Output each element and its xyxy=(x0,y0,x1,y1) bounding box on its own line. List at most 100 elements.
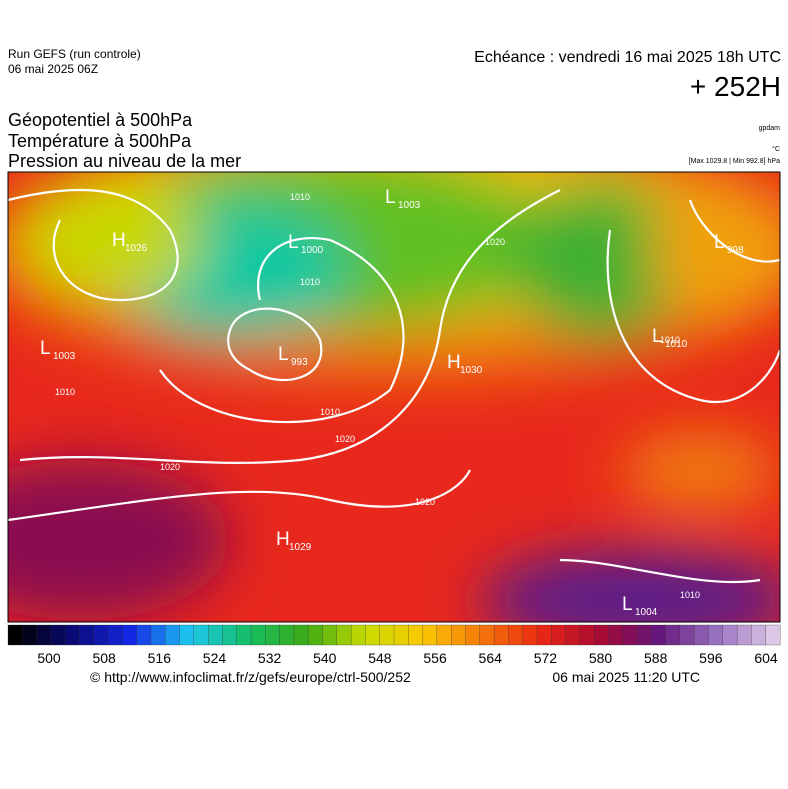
colorbar-tick-label: 604 xyxy=(754,650,778,666)
colorbar-swatch xyxy=(765,624,781,646)
colorbar-tick-label: 532 xyxy=(258,650,282,666)
colorbar-tick-label: 516 xyxy=(148,650,172,666)
isobar-labels: 1010 1020 1010 1010 1020 1010 1010 1020 … xyxy=(55,192,700,600)
isobar-label: 1020 xyxy=(415,497,435,507)
title: Géopotentiel à 500hPa xyxy=(8,110,193,130)
colorbar-swatch xyxy=(179,624,195,646)
center-kind: L xyxy=(288,232,299,253)
colorbar-swatch xyxy=(608,624,624,646)
colorbar-swatch xyxy=(165,624,181,646)
colorbar-swatch xyxy=(551,624,567,646)
isobar-label: 1010 xyxy=(660,335,680,345)
center-kind: L xyxy=(385,187,396,208)
unit: gpdam xyxy=(759,125,781,132)
colorbar-swatch xyxy=(22,624,38,646)
colorbar-tick-label: 588 xyxy=(644,650,668,666)
isobar-label: 1010 xyxy=(320,407,340,417)
colorbar-swatch xyxy=(65,624,80,646)
center-value: 1030 xyxy=(460,365,483,376)
colorbar-swatch xyxy=(665,624,681,646)
colorbar-swatch xyxy=(451,624,466,646)
colorbar-swatch xyxy=(36,624,52,646)
colorbar-swatch xyxy=(479,624,495,646)
colorbar-swatch xyxy=(579,624,595,646)
echeance: Echéance : vendredi 16 mai 2025 18h UTC xyxy=(474,49,781,66)
title: Température à 500hPa xyxy=(8,131,192,151)
colorbar: 500 508 516 524 532 540 548 556 564 572 580 588 596 6… xyxy=(7,624,781,666)
colorbar-swatch xyxy=(122,624,138,646)
colorbar-swatch xyxy=(279,624,295,646)
colorbar-swatch xyxy=(308,624,323,646)
colorbar-swatch xyxy=(393,624,409,646)
run: Run GEFS (run controle) xyxy=(8,47,141,61)
colorbar-swatch xyxy=(736,624,752,646)
colorbar-swatch xyxy=(93,624,109,646)
colorbar-swatch xyxy=(265,624,281,646)
colorbar-swatch xyxy=(522,624,538,646)
colorbar-swatch xyxy=(293,624,309,646)
center-value: 993 xyxy=(291,357,308,368)
center-value: 1029 xyxy=(289,542,312,553)
isobar-label: 1020 xyxy=(485,237,505,247)
colorbar-swatch xyxy=(193,624,209,646)
colorbar-tick-label: 500 xyxy=(37,650,61,666)
colorbar-swatch xyxy=(708,624,724,646)
colorbar-swatch xyxy=(150,624,166,646)
colorbar-swatch xyxy=(222,624,238,646)
center-kind: H xyxy=(276,529,290,550)
center-kind: H xyxy=(112,230,126,251)
colorbar-swatch xyxy=(536,624,552,646)
center-kind: H xyxy=(447,352,461,373)
isobar-label: 1010 xyxy=(55,387,75,397)
colorbar-swatch xyxy=(322,624,338,646)
source: © http://www.infoclimat.fr/z/gefs/europe… xyxy=(90,669,411,685)
isobar-label: 1020 xyxy=(335,434,355,444)
colorbar-swatch xyxy=(622,624,638,646)
center-kind: L xyxy=(714,232,725,253)
lead-time: + 252H xyxy=(690,71,781,102)
colorbar-tick-label: 564 xyxy=(479,650,503,666)
colorbar-swatch xyxy=(465,624,481,646)
center-value: 1010 xyxy=(665,339,688,350)
colorbar-tick-label: 596 xyxy=(699,650,723,666)
colorbar-swatch xyxy=(694,624,709,646)
isobar-label: 1010 xyxy=(290,192,310,202)
colorbar-swatch xyxy=(508,624,524,646)
title: Pression au niveau de la mer xyxy=(8,151,241,171)
unit: [Max 1029.8 | Min 992.8] hPa xyxy=(689,158,780,165)
colorbar-swatch xyxy=(336,624,352,646)
colorbar-swatch xyxy=(379,624,395,646)
center-value: 1003 xyxy=(398,200,421,211)
colorbar-swatch xyxy=(636,624,652,646)
colorbar-swatch xyxy=(207,624,223,646)
center-value: 1004 xyxy=(635,607,658,618)
colorbar-swatch xyxy=(365,624,381,646)
colorbar-swatch xyxy=(593,624,609,646)
center-value: 1026 xyxy=(125,243,148,254)
map-frame xyxy=(7,171,781,623)
isobar-label: 1010 xyxy=(680,590,700,600)
colorbar-swatch xyxy=(565,624,581,646)
map: 1010 1020 1010 1010 1020 1010 1010 1020 … xyxy=(8,172,780,622)
colorbar-swatch xyxy=(436,624,452,646)
colorbar-swatch xyxy=(350,624,366,646)
colorbar-swatch xyxy=(408,624,424,646)
colorbar-tick-label: 524 xyxy=(203,650,227,666)
colorbar-tick-label: 548 xyxy=(368,650,392,666)
center-kind: L xyxy=(622,594,633,615)
colorbar-swatch xyxy=(651,624,667,646)
colorbar-tick-label: 508 xyxy=(92,650,116,666)
colorbar-tick-label: 580 xyxy=(589,650,613,666)
colorbar-swatch xyxy=(7,624,23,646)
colorbar-tick-label: 572 xyxy=(534,650,558,666)
colorbar-swatch xyxy=(751,624,767,646)
center-value: 1003 xyxy=(53,351,76,362)
colorbar-tick-label: 556 xyxy=(423,650,447,666)
center-value: 998 xyxy=(727,245,744,256)
isobar-label: 1010 xyxy=(300,277,320,287)
colorbar-swatch xyxy=(136,624,152,646)
run-date: 06 mai 2025 06Z xyxy=(8,62,98,76)
center-value: 1000 xyxy=(301,245,324,256)
